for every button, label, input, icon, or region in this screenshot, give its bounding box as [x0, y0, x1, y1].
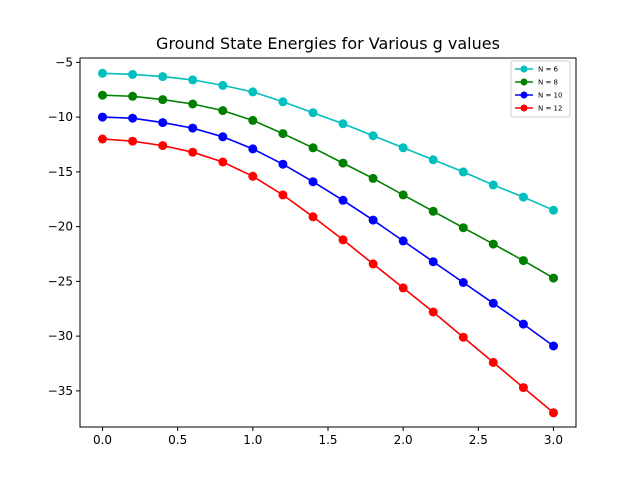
- data-point-1-4: [218, 106, 228, 116]
- data-point-3-10: [398, 283, 408, 293]
- series-line-1: [102, 94, 554, 279]
- data-point-2-6: [278, 159, 288, 169]
- legend: N = 6 N = 8 N = 10 N = 12: [510, 60, 571, 118]
- series-line-0: [102, 72, 554, 211]
- x-tick-label: 0.0: [93, 433, 112, 447]
- legend-marker-3: [520, 104, 528, 112]
- y-tick-label: −20: [48, 220, 73, 234]
- data-point-3-3: [188, 147, 198, 157]
- data-point-2-15: [549, 341, 558, 351]
- data-point-1-12: [458, 223, 468, 233]
- data-point-0-14: [518, 192, 528, 202]
- data-point-1-0: [98, 90, 107, 100]
- y-tick-label: −10: [48, 110, 73, 124]
- data-point-0-12: [458, 167, 468, 177]
- data-point-0-8: [338, 119, 348, 129]
- y-tick-label: −15: [48, 165, 73, 179]
- axes: 0.0 0.5 1.0 1.5 2.0 2.5 3.0 −35 −30 −25 −20 −15 −10 −…: [48, 55, 577, 447]
- data-point-3-2: [158, 141, 168, 151]
- data-point-1-3: [188, 99, 198, 109]
- data-point-1-13: [488, 239, 498, 249]
- data-point-2-3: [188, 123, 198, 133]
- data-point-2-9: [368, 215, 378, 225]
- data-point-2-4: [218, 132, 228, 142]
- data-point-0-9: [368, 131, 378, 141]
- data-point-2-10: [398, 236, 408, 246]
- chart-title: Ground State Energies for Various g valu…: [156, 34, 500, 53]
- legend-marker-2: [520, 91, 528, 99]
- data-point-0-3: [188, 75, 198, 85]
- data-point-0-1: [128, 69, 138, 79]
- data-point-3-8: [338, 235, 348, 245]
- data-point-1-6: [278, 129, 288, 139]
- data-point-2-11: [428, 257, 438, 267]
- legend-label: N = 8: [538, 79, 558, 87]
- data-point-0-2: [158, 72, 168, 82]
- data-point-3-4: [218, 157, 228, 167]
- data-point-1-8: [338, 158, 348, 168]
- data-point-1-14: [518, 256, 528, 266]
- legend-label: N = 6: [538, 66, 559, 74]
- data-point-0-0: [98, 68, 107, 78]
- data-point-3-15: [549, 408, 558, 418]
- x-tick-label: 1.5: [318, 433, 337, 447]
- data-point-0-5: [248, 87, 258, 97]
- data-point-3-9: [368, 259, 378, 269]
- data-point-2-7: [308, 177, 318, 187]
- plot-area: [98, 68, 558, 418]
- x-tick-label: 1.0: [243, 433, 262, 447]
- data-point-3-14: [518, 383, 528, 393]
- data-point-2-12: [458, 278, 468, 287]
- data-point-0-15: [549, 205, 558, 215]
- series-line-3: [102, 138, 555, 414]
- data-point-1-11: [428, 206, 438, 216]
- data-point-2-1: [128, 113, 138, 123]
- data-point-1-7: [308, 143, 318, 153]
- y-tick-label: −5: [55, 55, 73, 69]
- x-tick-label: 2.5: [469, 433, 488, 447]
- data-point-0-6: [278, 97, 288, 107]
- y-tick-label: −35: [48, 384, 73, 398]
- series-line-2: [102, 116, 554, 347]
- data-point-2-13: [488, 298, 498, 308]
- data-point-0-10: [398, 143, 408, 153]
- legend-marker-1: [520, 78, 528, 86]
- y-tick-label: −25: [48, 274, 73, 288]
- data-point-0-11: [428, 155, 438, 165]
- data-point-1-1: [128, 91, 138, 101]
- data-point-2-2: [158, 118, 168, 128]
- data-point-1-10: [398, 190, 408, 200]
- legend-box: [510, 60, 571, 118]
- data-point-0-7: [308, 108, 318, 118]
- data-point-3-11: [428, 307, 438, 317]
- legend-label: N = 12: [538, 105, 562, 113]
- data-point-3-13: [488, 357, 498, 367]
- data-point-3-1: [128, 136, 138, 146]
- data-point-3-7: [308, 212, 318, 222]
- legend-label: N = 10: [538, 92, 562, 100]
- x-tick-label: 0.5: [168, 433, 187, 447]
- data-point-3-5: [248, 171, 258, 181]
- data-point-0-4: [218, 80, 228, 90]
- y-tick-label: −30: [48, 329, 73, 343]
- data-point-0-13: [488, 180, 498, 190]
- data-point-1-9: [368, 173, 378, 183]
- x-tick-label: 2.0: [394, 433, 413, 447]
- data-point-3-12: [458, 332, 468, 342]
- data-point-3-0: [98, 134, 107, 144]
- data-point-1-15: [549, 273, 558, 283]
- data-point-1-5: [248, 115, 258, 125]
- x-tick-label: 3.0: [544, 433, 563, 447]
- data-point-2-14: [518, 319, 528, 329]
- data-point-3-6: [278, 190, 288, 200]
- legend-marker-0: [520, 65, 528, 73]
- data-point-1-2: [158, 95, 168, 105]
- data-point-2-8: [338, 195, 348, 205]
- data-point-2-0: [98, 112, 107, 122]
- data-point-2-5: [248, 144, 258, 154]
